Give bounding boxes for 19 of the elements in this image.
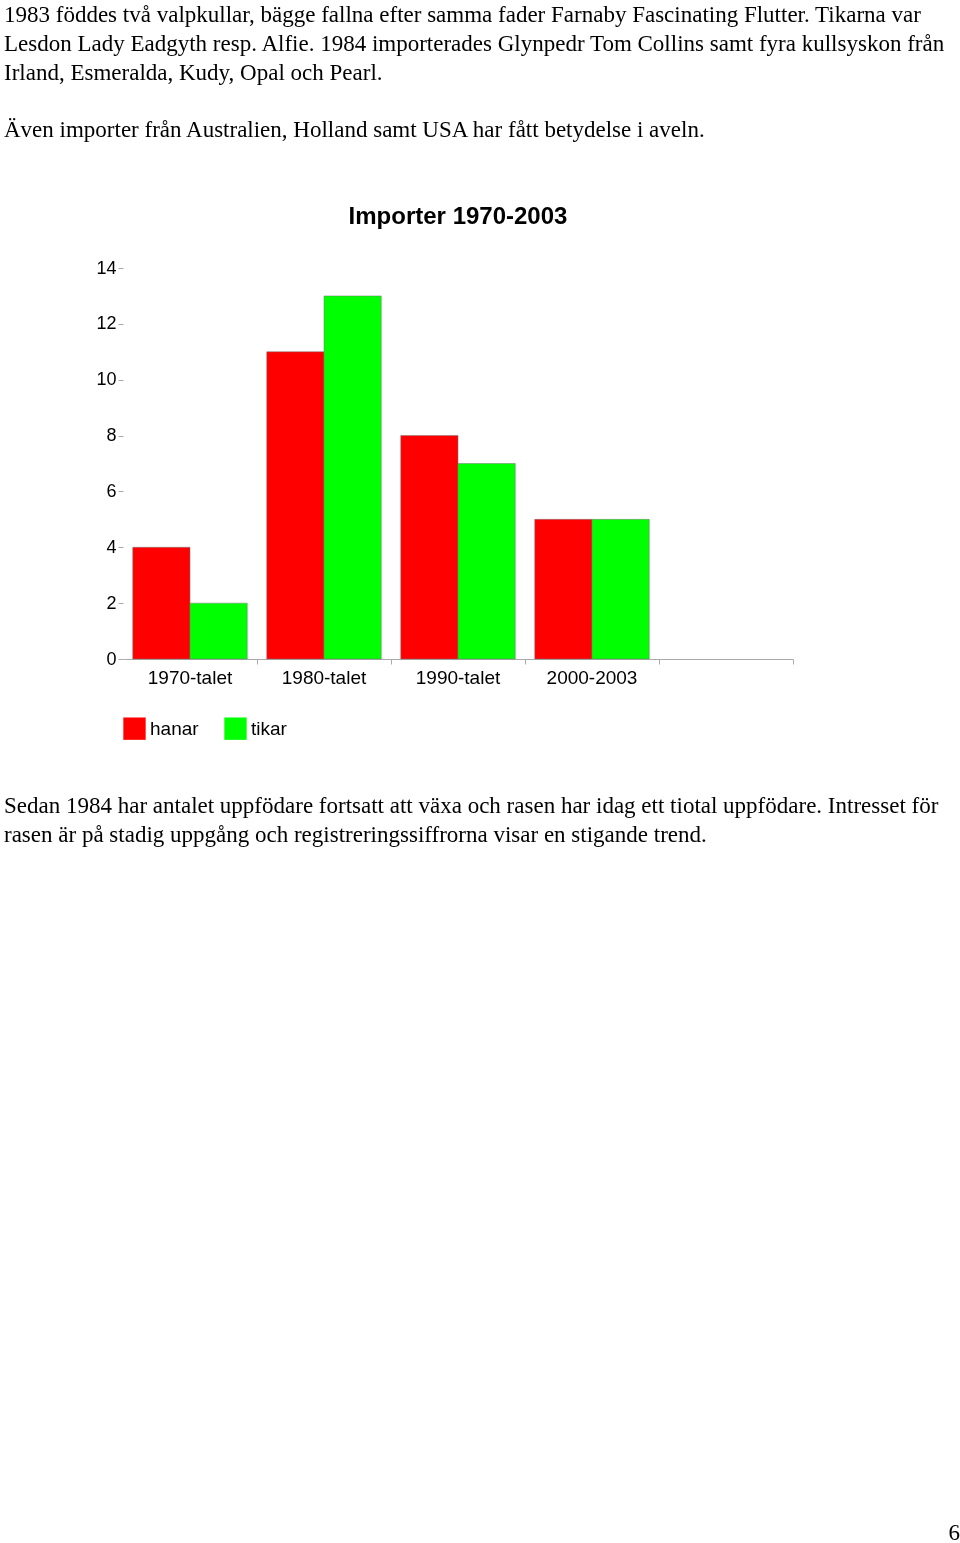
text: Även importer från Australien, Holland samt USA har fått betydelse i aveln. (4, 116, 706, 144)
text: 1983 föddes två valpkullar, bägge fallna efter samma fader Farnaby Fascinating Flutter. Tikarna var Lesdon Lady Eadgyth resp. Alfie. 1984 importerades Glynpedr Tom Collins samt fyra kullsyskon från Irland, Esmeralda, Kudy, Opal och Pearl. (4, 1, 946, 87)
legend-label: hanar (150, 717, 200, 739)
x-tick-label: 1970-talet (147, 666, 233, 688)
text: 6 (948, 1519, 960, 1543)
y-tick-label: 10 (96, 369, 117, 390)
x-tick-label: 1980-talet (281, 666, 367, 688)
y-tick-label: 8 (106, 425, 117, 446)
y-tick-label: 14 (96, 257, 117, 278)
y-tick-label: 12 (96, 313, 117, 334)
y-tick-label: 6 (106, 480, 117, 501)
x-tick-label: 1990-talet (415, 666, 501, 688)
text: Sedan 1984 har antalet uppfödare fortsatt att växa och rasen har idag ett tiotal uppfödare. Intresset för rasen är på stadig uppgång och registreringssiffrorna visar en stigande trend. (4, 792, 940, 849)
chart-title: Importer 1970-2003 (348, 202, 568, 229)
y-tick-label: 4 (106, 536, 117, 557)
y-tick-label: 2 (106, 592, 117, 613)
y-tick-label: 0 (106, 648, 117, 669)
x-tick-label: 2000-2003 (546, 666, 638, 688)
legend-label: tikar (251, 717, 288, 739)
